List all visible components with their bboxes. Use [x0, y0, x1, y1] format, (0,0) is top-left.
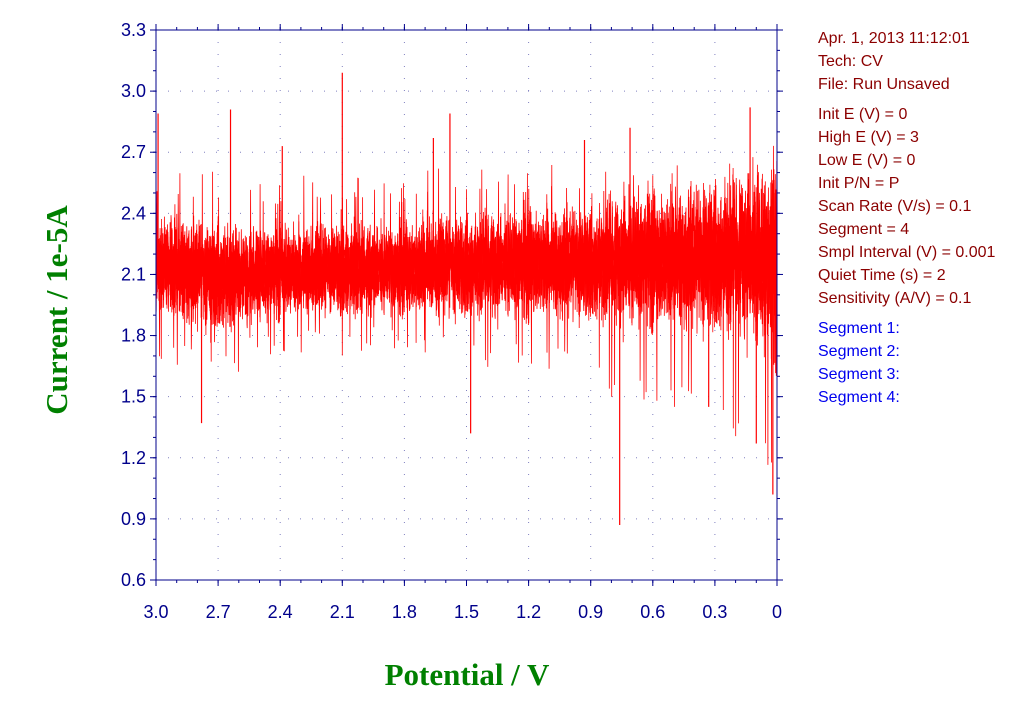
y-tick-label: 1.8 — [121, 326, 146, 346]
axis-ticks: 3.3 3.0 2.7 2.4 2.1 1.8 1.5 1.2 0.9 0.6 3.0 2.7 2.4 2… — [121, 20, 783, 622]
param-sensitivity: Sensitivity (A/V) = 0.1 — [818, 290, 972, 307]
x-tick-label: 0 — [772, 602, 782, 622]
x-tick-label: 0.6 — [640, 602, 665, 622]
x-tick-label: 0.3 — [702, 602, 727, 622]
y-tick-label: 1.5 — [121, 387, 146, 407]
param-high-e: High E (V) = 3 — [818, 129, 919, 146]
param-low-e: Low E (V) = 0 — [818, 152, 916, 169]
param-init-pn: Init P/N = P — [818, 175, 900, 192]
param-init-e: Init E (V) = 0 — [818, 106, 908, 123]
y-axis-label: Current / 1e-5A — [39, 205, 74, 415]
file-name: File: Run Unsaved — [818, 76, 950, 93]
y-tick-label: 2.1 — [121, 264, 146, 284]
param-scan-rate: Scan Rate (V/s) = 0.1 — [818, 198, 972, 215]
x-tick-label: 2.7 — [206, 602, 231, 622]
x-tick-label: 1.8 — [392, 602, 417, 622]
x-tick-label: 0.9 — [578, 602, 603, 622]
param-segment: Segment = 4 — [818, 221, 910, 238]
x-tick-label: 1.2 — [516, 602, 541, 622]
trace-segment-4 — [155, 145, 778, 463]
x-tick-label: 2.1 — [330, 602, 355, 622]
trace-segment-2 — [155, 170, 778, 437]
x-tick-label: 1.5 — [454, 602, 479, 622]
technique: Tech: CV — [818, 53, 883, 70]
y-tick-label: 0.6 — [121, 570, 146, 590]
param-quiet-time: Quiet Time (s) = 2 — [818, 267, 946, 284]
y-tick-label: 3.3 — [121, 20, 146, 40]
x-tick-label: 3.0 — [143, 602, 168, 622]
segment-2-label: Segment 2: — [818, 343, 900, 360]
segment-3-label: Segment 3: — [818, 366, 900, 383]
x-tick-label: 2.4 — [268, 602, 293, 622]
experiment-info-panel: Apr. 1, 2013 11:12:01 Tech: CV File: Run… — [818, 27, 995, 416]
segment-1-label: Segment 1: — [818, 320, 900, 337]
y-tick-label: 0.9 — [121, 509, 146, 529]
segment-4-label: Segment 4: — [818, 389, 900, 406]
y-tick-label: 3.0 — [121, 81, 146, 101]
y-tick-label: 2.7 — [121, 142, 146, 162]
x-axis-label: Potential / V — [384, 657, 550, 692]
current-trace — [155, 72, 778, 525]
y-tick-label: 1.2 — [121, 448, 146, 468]
y-tick-label: 2.4 — [121, 203, 146, 223]
run-datetime: Apr. 1, 2013 11:12:01 — [818, 30, 970, 47]
param-smpl-interval: Smpl Interval (V) = 0.001 — [818, 244, 996, 261]
